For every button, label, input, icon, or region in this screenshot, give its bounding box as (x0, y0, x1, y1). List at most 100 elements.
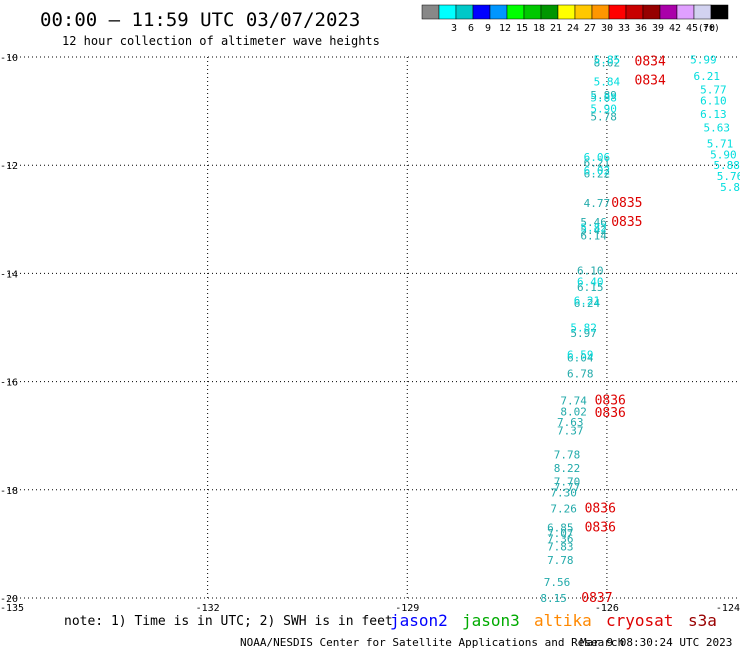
wave-height-label: 5.42 (580, 224, 607, 237)
wave-height-label: 7.83 (547, 541, 574, 554)
satellite-legend-item: s3a (688, 611, 717, 630)
scale-swatch (710, 4, 729, 20)
axis-tick-labels: -10-12-14-16-18-20-135-132-129-126-123-1… (0, 53, 740, 614)
wave-height-label: 7.77 (554, 481, 581, 494)
wave-height-label: 5.85 (594, 54, 621, 67)
wave-height-label: 6.21 (574, 294, 601, 307)
wave-height-label: 7.56 (544, 576, 571, 589)
y-tick-label: -10 (0, 53, 18, 64)
time-label: 0834 (635, 54, 666, 69)
chart-subtitle: 12 hour collection of altimeter wave hei… (62, 34, 380, 48)
wave-height-label: 7.26 (550, 503, 577, 516)
scale-label: 6 (468, 23, 474, 34)
wave-height-label: 7.70 (554, 476, 581, 489)
wave-height-label: 8.02 (560, 405, 587, 418)
scale-swatch (455, 4, 474, 20)
y-tick-label: -16 (0, 378, 18, 389)
scale-swatch (676, 4, 695, 20)
footer-note: note: 1) Time is in UTC; 2) SWH is in fe… (64, 614, 393, 629)
scale-label: 36 (635, 23, 647, 34)
wave-height-label: 5.90 (710, 148, 737, 161)
scale-swatch (659, 4, 678, 20)
x-tick-label: -135 (0, 603, 24, 614)
wave-height-label: 8.02 (594, 56, 621, 69)
wave-height-label: 5.97 (570, 327, 597, 340)
y-tick-label: -12 (0, 161, 18, 172)
wave-height-label: 6.22 (584, 167, 611, 180)
wave-height-label: 5.46 (580, 216, 607, 229)
wave-height-label: 5.71 (707, 138, 734, 151)
scale-swatch (489, 4, 508, 20)
wave-height-label: 5.82 (570, 322, 597, 335)
x-tick-label: -132 (196, 603, 220, 614)
time-label: 0836 (585, 521, 616, 536)
scale-label: 30 (601, 23, 613, 34)
y-tick-label: -18 (0, 486, 18, 497)
wave-height-label: 6.10 (700, 94, 727, 107)
scale-label: 12 (499, 23, 511, 34)
scale-label: 42 (669, 23, 681, 34)
scale-swatch (625, 4, 644, 20)
scale-label: 39 (652, 23, 664, 34)
y-tick-label: -14 (0, 269, 18, 280)
wave-height-label: 5.88 (590, 92, 617, 105)
time-label: 0837 (581, 591, 612, 606)
time-label: 0836 (595, 406, 626, 421)
time-label: 0834 (635, 73, 666, 88)
scale-label: 18 (533, 23, 545, 34)
wave-height-label: 6.24 (574, 297, 601, 310)
scale-swatch (540, 4, 559, 20)
wave-height-label: 8.15 (540, 592, 567, 605)
wave-height-label: 7.78 (547, 554, 574, 567)
wave-height-label: 6.13 (700, 108, 727, 121)
scale-swatch (574, 4, 593, 20)
wave-height-label: 6.78 (567, 367, 594, 380)
footer-credit: NOAA/NESDIS Center for Satellite Applica… (240, 636, 624, 649)
wave-height-label: 6.21 (584, 156, 611, 169)
wave-height-label: 6.02 (584, 165, 611, 178)
scale-label: 27 (584, 23, 596, 34)
wave-height-label: 5.78 (590, 111, 617, 124)
satellite-legend-item: altika (534, 611, 592, 630)
wave-height-label: 5.99 (690, 54, 717, 67)
scale-swatch (591, 4, 610, 20)
x-tick-label: -124 (716, 603, 740, 614)
x-tick-label: -129 (395, 603, 419, 614)
time-label: 0835 (611, 215, 642, 230)
scale-label: 21 (550, 23, 562, 34)
wave-height-label: 5.81 (720, 181, 740, 194)
chart-title: 00:00 — 11:59 UTC 03/07/2023 (40, 9, 360, 31)
wave-height-label: 6.40 (577, 276, 604, 289)
scale-swatch (421, 4, 440, 20)
data-point-labels: 8.025.895.786.216.224.775.465.426.146.10… (540, 54, 740, 606)
wave-height-label: 6.14 (580, 230, 607, 243)
satellite-legend-item: jason2 (390, 611, 448, 630)
wave-height-label: 7.63 (557, 416, 584, 429)
wave-height-label: 7.07 (547, 527, 574, 540)
wave-height-label: 7.37 (557, 424, 584, 437)
scale-swatch (472, 4, 491, 20)
wave-height-label: 7.74 (560, 395, 587, 408)
scale-label: 33 (618, 23, 630, 34)
wave-height-label: 5.90 (590, 102, 617, 115)
color-scale-legend: 3 6 9 12 15 18 21 24 27 30 33 36 39 42 45 70(ft) (421, 4, 729, 34)
scale-label: 45 (686, 23, 698, 34)
wave-height-label: 6.06 (584, 151, 611, 164)
wave-height-label: 4.77 (584, 197, 611, 210)
satellite-legend-item: cryosat (606, 611, 673, 630)
wave-height-label: 5.63 (703, 121, 730, 134)
wave-height-label: 6.85 (547, 522, 574, 535)
scale-label: 9 (485, 23, 491, 34)
wave-height-label: 7.78 (554, 449, 581, 462)
scale-swatch (523, 4, 542, 20)
scale-label: 24 (567, 23, 579, 34)
scale-swatch (438, 4, 457, 20)
satellite-legend: jason2 jason3 altika cryosat s3a (390, 611, 717, 630)
wave-height-label: 6.15 (577, 281, 604, 294)
wave-height-label: 6.21 (693, 70, 720, 83)
footer-timestamp: Mar 9 08:30:24 UTC 2023 (580, 636, 732, 649)
wave-height-label: 7.36 (547, 532, 574, 545)
wave-height-label: 7.30 (550, 487, 577, 500)
